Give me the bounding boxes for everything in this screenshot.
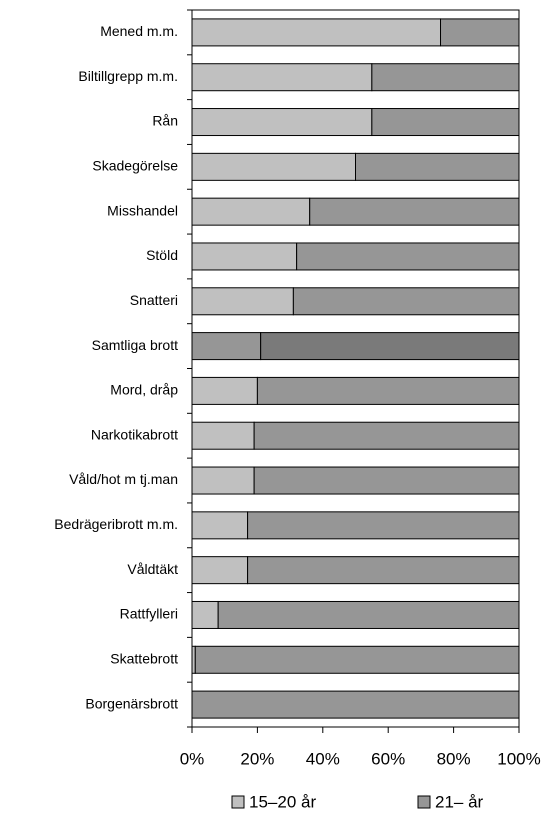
bar-segment <box>247 556 520 585</box>
bar-segment <box>191 197 311 226</box>
x-tick-label: 20% <box>240 749 274 768</box>
y-tick-label: Samtliga brott <box>92 337 178 353</box>
legend-label: 21– år <box>435 792 484 811</box>
x-tick-label: 0% <box>180 749 205 768</box>
bar-segment <box>355 152 520 181</box>
bar-segment <box>440 18 520 47</box>
y-tick-label: Skattebrott <box>110 650 178 666</box>
bar-segment <box>371 63 520 92</box>
bar-segment <box>191 421 255 450</box>
x-tick-label: 60% <box>371 749 405 768</box>
y-tick-label: Rattfylleri <box>120 606 178 622</box>
y-tick-label: Mened m.m. <box>100 23 178 39</box>
bar-segment <box>371 108 520 137</box>
y-tick-label: Biltillgrepp m.m. <box>78 68 178 84</box>
bar-segment <box>191 556 249 585</box>
bar-segment <box>247 511 520 540</box>
bar-segment <box>260 332 520 361</box>
y-tick-label: Borgenärsbrott <box>85 695 178 711</box>
bar-segment <box>296 242 520 271</box>
y-tick-label: Skadegörelse <box>92 158 178 174</box>
bar-segment <box>191 332 262 361</box>
bar-segment <box>292 287 520 316</box>
bar-segment <box>194 645 520 674</box>
y-tick-label: Bedrägeribrott m.m. <box>54 516 178 532</box>
bar-segment <box>256 376 520 405</box>
bar-segment <box>253 466 520 495</box>
bar-segment <box>217 600 520 629</box>
bar-segment <box>191 242 298 271</box>
x-tick-label: 80% <box>437 749 471 768</box>
y-tick-label: Våld/hot m tj.man <box>69 471 178 487</box>
y-tick-label: Rån <box>152 113 178 129</box>
bar-segment <box>191 600 219 629</box>
bar-segment <box>191 690 520 719</box>
bar-segment <box>191 466 255 495</box>
bar-segment <box>309 197 520 226</box>
legend-label: 15–20 år <box>249 792 316 811</box>
bar-segment <box>191 376 258 405</box>
bar-segment <box>253 421 520 450</box>
bar-segment <box>191 18 442 47</box>
x-tick-label: 100% <box>497 749 540 768</box>
y-tick-label: Mord, dråp <box>110 382 178 398</box>
bar-segment <box>191 511 249 540</box>
y-tick-label: Misshandel <box>107 202 178 218</box>
x-tick-label: 40% <box>306 749 340 768</box>
bar-segment <box>191 152 356 181</box>
bar-segment <box>191 108 373 137</box>
legend-swatch <box>231 795 245 809</box>
y-tick-label: Snatteri <box>130 292 178 308</box>
bar-segment <box>191 63 373 92</box>
y-tick-label: Narkotikabrott <box>91 426 178 442</box>
bar-segment <box>191 287 294 316</box>
y-tick-label: Våldtäkt <box>127 561 178 577</box>
legend-swatch <box>417 795 431 809</box>
y-tick-label: Stöld <box>146 247 178 263</box>
